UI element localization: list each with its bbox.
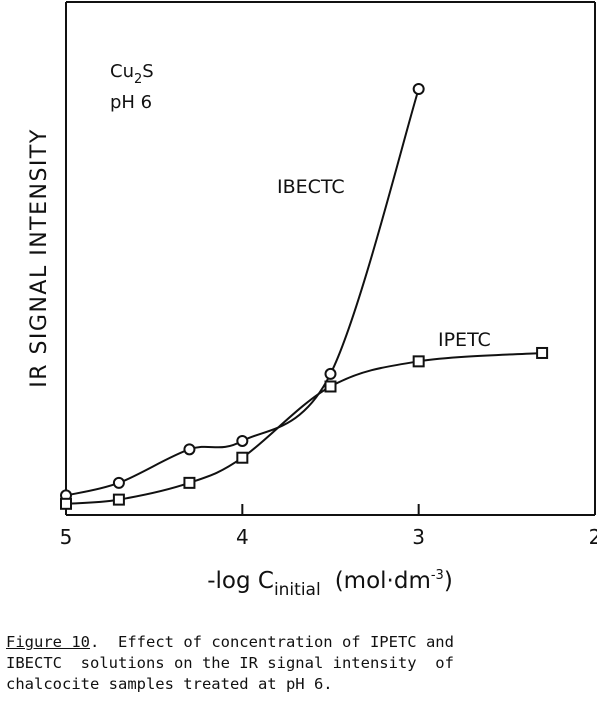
series-label-ibectc: IBECTC <box>277 176 345 198</box>
x-tick-label: 5 <box>60 525 73 549</box>
series-lines <box>65 88 543 505</box>
caption-text: . Effect of concentration of IPETC and I… <box>6 633 454 693</box>
sample-annotation: Cu2S <box>110 61 154 87</box>
series-line-ipetc <box>65 351 543 505</box>
x-axis-title-subscript: initial <box>274 580 321 600</box>
x-tick-label: 3 <box>412 525 425 549</box>
x-tick-label: 2 <box>589 525 597 549</box>
axes-frame <box>65 1 596 516</box>
data-point-ipetc <box>112 493 125 506</box>
sample-subscript: 2 <box>134 72 142 87</box>
x-tick-labels: 5 4 3 2 <box>60 525 597 549</box>
data-point-ibectc <box>236 434 249 447</box>
x-axis-title-close: ) <box>444 568 453 594</box>
data-point-ipetc <box>324 380 337 393</box>
data-point-ipetc <box>183 476 196 489</box>
series-line-ibectc <box>65 88 420 497</box>
x-axis-title-unit: (mol·dm <box>335 568 431 594</box>
data-point-ipetc <box>412 355 425 368</box>
x-axis-title-exponent: -3 <box>431 568 444 583</box>
data-point-ibectc <box>324 367 337 380</box>
x-tick-label: 4 <box>236 525 249 549</box>
series-label-ipetc: IPETC <box>438 329 491 351</box>
x-ticks <box>65 504 596 515</box>
data-point-ipetc <box>236 451 249 464</box>
data-point-ibectc <box>412 83 425 95</box>
sample-tail-text: S <box>142 61 153 82</box>
data-point-ibectc <box>112 476 125 489</box>
y-axis-title: IR SIGNAL INTENSITY <box>27 128 52 388</box>
x-axis-title-prefix: -log C <box>207 568 274 594</box>
x-axis-title: -log Cinitial (mol·dm-3) <box>207 568 453 600</box>
data-point-ipetc <box>60 497 72 510</box>
sample-main-text: Cu <box>110 61 134 82</box>
data-point-ipetc <box>536 346 549 359</box>
caption-figure-label: Figure 10 <box>6 633 90 651</box>
series-markers <box>60 83 549 510</box>
figure-caption: Figure 10. Effect of concentration of IP… <box>6 632 594 695</box>
data-point-ibectc <box>183 443 196 456</box>
ph-annotation: pH 6 <box>110 92 152 113</box>
